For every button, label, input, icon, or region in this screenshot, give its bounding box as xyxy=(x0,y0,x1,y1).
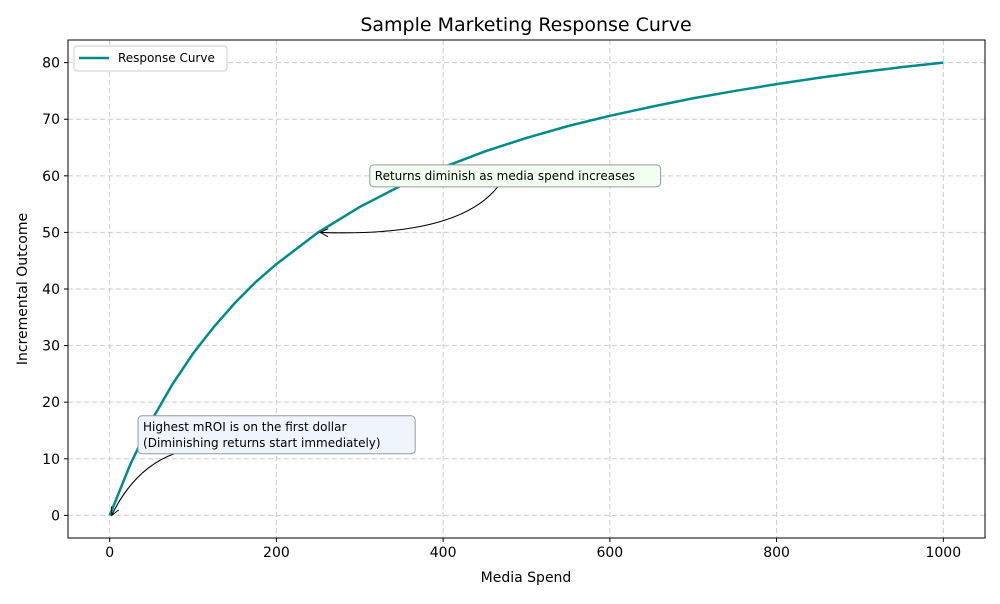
legend-label: Response Curve xyxy=(118,51,215,65)
x-tick-label: 0 xyxy=(105,545,114,561)
legend: Response Curve xyxy=(73,45,228,72)
annotation-box xyxy=(369,164,662,188)
y-tick-label: 60 xyxy=(42,169,60,185)
y-tick-label: 80 xyxy=(42,56,60,72)
y-tick-label: 30 xyxy=(42,339,60,355)
y-tick-label: 0 xyxy=(51,508,60,524)
legend-box xyxy=(73,45,228,72)
annotation-arrow xyxy=(320,186,499,233)
x-axis-label: Media Spend xyxy=(481,570,572,586)
plot-frame xyxy=(67,39,986,539)
y-tick-label: 50 xyxy=(42,225,60,241)
x-tick-label: 600 xyxy=(596,545,623,561)
annotation-text: Highest mROI is on the first dollar xyxy=(143,420,346,434)
x-tick-label: 1000 xyxy=(925,545,961,561)
x-tick-label: 400 xyxy=(430,545,457,561)
x-tick-label: 200 xyxy=(263,545,290,561)
annotation-arrow xyxy=(112,453,175,516)
y-axis-label: Incremental Outcome xyxy=(15,213,31,365)
x-tick-label: 800 xyxy=(763,545,790,561)
y-tick-label: 70 xyxy=(42,112,60,128)
chart-title: Sample Marketing Response Curve xyxy=(360,14,691,36)
annotation-text: Returns diminish as media spend increase… xyxy=(375,169,635,183)
y-tick-label: 20 xyxy=(42,395,60,411)
y-tick-label: 10 xyxy=(42,452,60,468)
y-tick-label: 40 xyxy=(42,282,60,298)
annotation-text: (Diminishing returns start immediately) xyxy=(143,436,381,450)
annotation-box xyxy=(137,415,416,455)
